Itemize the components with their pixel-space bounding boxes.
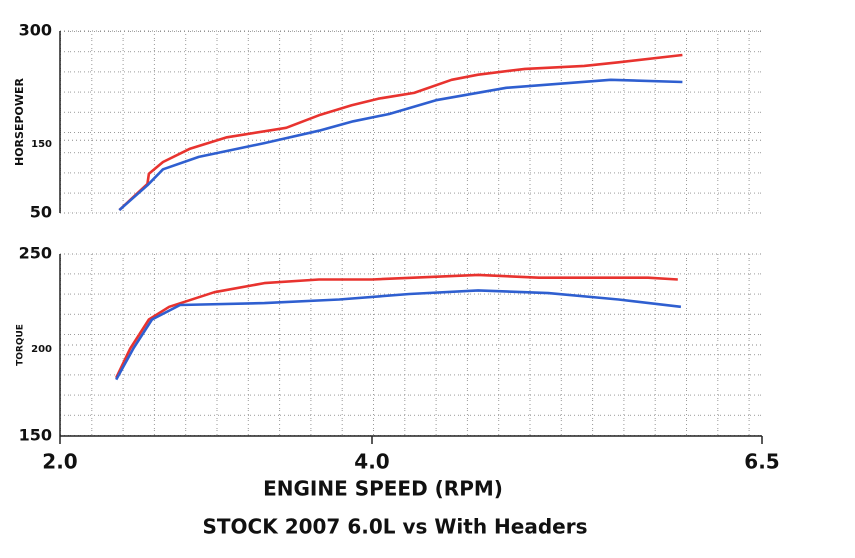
series-line <box>118 53 683 212</box>
y-tick-label: 300 <box>19 21 52 40</box>
x-tick-label: 4.0 <box>354 450 389 474</box>
x-axis-label: ENGINE SPEED (RPM) <box>263 477 503 501</box>
y-axis-label: TORQUE <box>16 324 26 366</box>
y-tick-label: 250 <box>19 244 52 263</box>
series-line <box>115 273 678 379</box>
y-axis-label: HORSEPOWER <box>13 77 26 166</box>
x-tick-label: 6.5 <box>744 450 779 474</box>
y-tick-label: 50 <box>30 203 52 222</box>
grid-pattern <box>60 31 762 213</box>
y-tick-label: 150 <box>19 426 52 445</box>
y-tick-label: 150 <box>31 139 52 150</box>
chart-title: STOCK 2007 6.0L vs With Headers <box>203 515 588 539</box>
series-line <box>118 78 683 212</box>
x-tick-label: 2.0 <box>42 450 77 474</box>
y-tick-label: 200 <box>31 344 52 355</box>
series-line <box>115 289 682 381</box>
